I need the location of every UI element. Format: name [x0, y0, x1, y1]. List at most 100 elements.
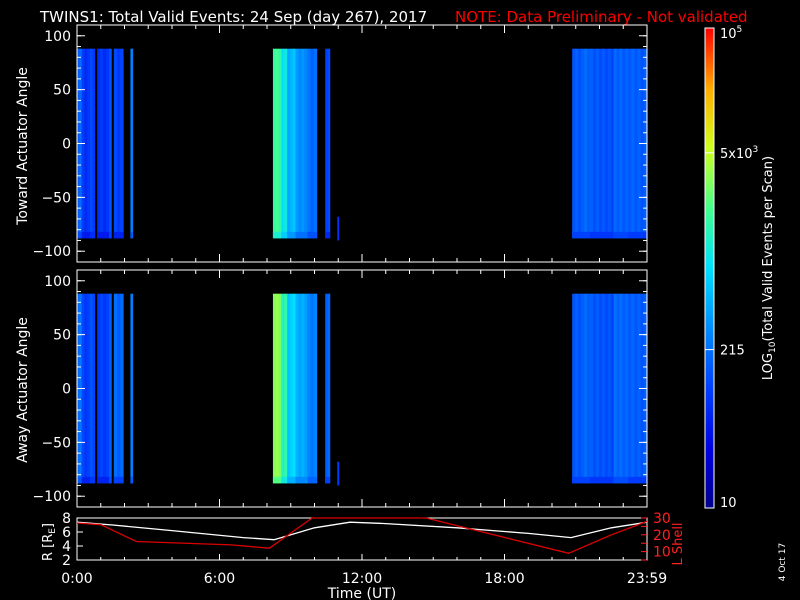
- heatmap-cell: [572, 293, 576, 484]
- y-tick-label: 0: [62, 137, 71, 153]
- heatmap-cell: [590, 476, 614, 484]
- preliminary-note: NOTE: Data Preliminary - Not validated: [455, 8, 748, 26]
- heatmap-cell: [325, 231, 330, 239]
- heatmap-cell: [92, 48, 96, 239]
- lshell-line: [76, 517, 648, 554]
- heatmap-cell: [631, 48, 635, 239]
- heatmap-cell: [109, 48, 112, 239]
- heatmap-cell: [272, 476, 282, 484]
- x-tick-label: 12:00: [342, 571, 382, 587]
- heatmap-cell: [625, 48, 629, 239]
- heatmap-cell: [289, 48, 294, 239]
- heatmap-cell: [616, 48, 620, 239]
- heatmap-spike: [337, 216, 340, 241]
- heatmap-cell: [607, 48, 612, 239]
- colorbar: [704, 27, 715, 509]
- heatmap-cell: [130, 476, 133, 484]
- heatmap-cell: [281, 476, 288, 484]
- heatmap-cell: [310, 293, 315, 484]
- y-tick-label: −100: [33, 489, 71, 505]
- heatmap-cell: [304, 48, 308, 239]
- heatmap-cell: [103, 293, 107, 484]
- heatmap-cell: [578, 48, 582, 239]
- heatmap-cell: [295, 48, 299, 239]
- orbit-right-tick-label: 10: [653, 545, 671, 561]
- heatmap-cell: [295, 231, 308, 239]
- y-tick-label: −50: [41, 435, 71, 451]
- heatmap-cell: [578, 293, 582, 484]
- heatmap-cell: [575, 293, 579, 484]
- time-xlabel: Time (UT): [327, 586, 396, 600]
- x-tick-label: 23:59: [627, 571, 667, 587]
- heatmap-cell: [90, 476, 95, 484]
- heatmap-cell: [613, 48, 617, 239]
- heatmap-cell: [100, 48, 104, 239]
- panel-frame: [76, 269, 648, 508]
- heatmap-cell: [278, 48, 282, 239]
- heatmap-cell: [304, 293, 308, 484]
- heatmap-cell: [604, 48, 609, 239]
- heatmap-cell: [604, 293, 609, 484]
- heatmap-cell: [97, 293, 101, 484]
- heatmap-cell: [289, 293, 294, 484]
- heatmap-cell: [572, 476, 590, 484]
- heatmap-cell: [310, 48, 315, 239]
- y-tick-label: 100: [44, 29, 71, 45]
- heatmap-cell: [572, 231, 590, 239]
- heatmap-cell: [90, 48, 93, 239]
- heatmap-cell: [298, 48, 302, 239]
- orbit-r-ylabel: R [RE]: [41, 523, 58, 561]
- r-distance-line: [76, 521, 648, 541]
- y-tick-label: −100: [33, 244, 71, 260]
- heatmap-cell: [301, 48, 305, 239]
- heatmap-cell: [87, 48, 91, 239]
- heatmap-cell: [325, 293, 328, 484]
- heatmap-cell: [575, 48, 579, 239]
- away-angle-ylabel: Away Actuator Angle: [15, 317, 31, 463]
- heatmap-cell: [598, 293, 603, 484]
- orbit-frame: [76, 517, 648, 561]
- heatmap-cell: [272, 48, 277, 239]
- heatmap-cell: [590, 293, 594, 484]
- x-tick-label: 6:00: [204, 571, 235, 587]
- heatmap-cell: [287, 476, 296, 484]
- heatmap-cell: [595, 48, 600, 239]
- heatmap-cell: [84, 48, 88, 239]
- heatmap-cell: [287, 231, 296, 239]
- heatmap-cell: [113, 48, 118, 239]
- heatmap-cell: [327, 293, 331, 484]
- toward-angle-panel: 100 50 0 −50 −100: [33, 24, 648, 263]
- heatmap-cell: [106, 293, 110, 484]
- heatmap-cell: [272, 231, 282, 239]
- x-tick-label: 0:00: [61, 571, 92, 587]
- heatmap-cell: [613, 293, 617, 484]
- heatmap-cell: [130, 231, 133, 239]
- heatmap-cell: [130, 48, 134, 239]
- heatmap-cell: [295, 293, 299, 484]
- panel-frame: [76, 24, 648, 263]
- heatmap-cell: [295, 476, 308, 484]
- heatmap-cell: [116, 48, 121, 239]
- heatmap-cell: [622, 48, 626, 239]
- y-tick-label: 100: [44, 274, 71, 290]
- orbit-left-tick-label: 6: [62, 525, 71, 541]
- heatmap-cell: [284, 48, 288, 239]
- heatmap-cell: [313, 48, 318, 239]
- heatmap-cell: [113, 231, 124, 239]
- colorbar-tick-label: 215: [720, 344, 745, 359]
- heatmap-cell: [116, 293, 121, 484]
- heatmap-cell: [598, 48, 603, 239]
- orbit-left-tick-label: 4: [62, 539, 71, 555]
- heatmap-cell: [100, 293, 104, 484]
- heatmap-cell: [275, 293, 279, 484]
- colorbar-tick-label: 5x103: [720, 145, 758, 162]
- heatmap-cell: [628, 48, 632, 239]
- heatmap-cell: [109, 231, 112, 239]
- colorbar-label: LOG10(Total Valid Events per Scan): [761, 156, 778, 380]
- heatmap-cell: [613, 476, 628, 484]
- heatmap-cell: [103, 48, 107, 239]
- heatmap-cell: [81, 231, 91, 239]
- heatmap-cell: [325, 476, 330, 484]
- heatmap-cell: [628, 476, 647, 484]
- x-tick-label: 18:00: [484, 571, 524, 587]
